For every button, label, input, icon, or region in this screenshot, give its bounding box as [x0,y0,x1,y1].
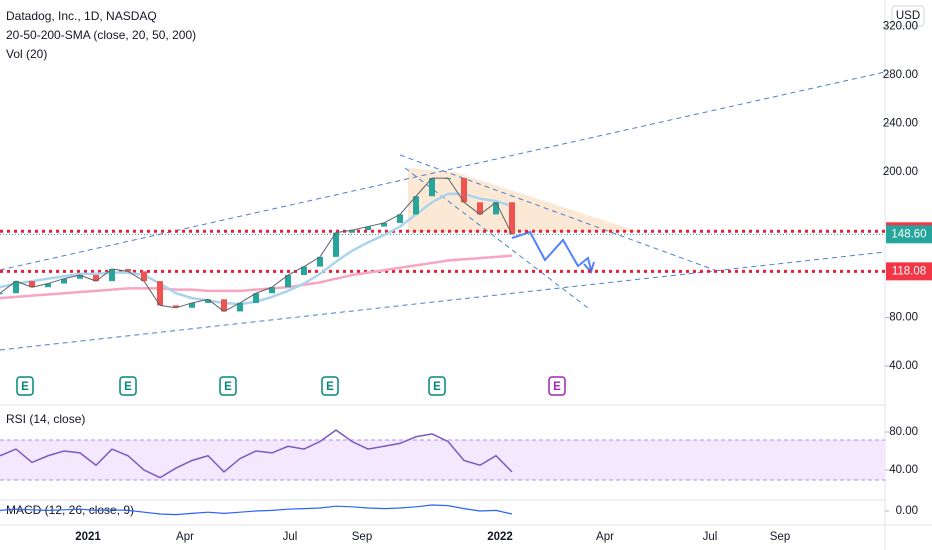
rsi-legend: RSI (14, close) [6,412,85,426]
price-tick-label: 320.00 [883,21,918,33]
earnings-label: E [326,381,334,393]
rsi-tick-label: 40.00 [889,464,918,476]
candle [493,202,499,215]
earnings-badge [16,376,34,396]
candle [429,178,435,197]
earnings-badge [219,376,237,396]
earnings-label: E [124,381,132,393]
candle [301,266,307,276]
forecast-arrow [511,230,592,271]
earnings-badge [321,376,339,396]
candle [381,222,387,227]
time-label: Sep [352,531,372,543]
earnings-label: E [553,381,561,393]
macd-tick-label: 0.00 [896,505,918,517]
vol-legend: Vol (20) [6,47,47,61]
time-label: 2022 [487,531,513,543]
candle [397,214,403,223]
earnings-label: E [433,381,441,393]
earnings-label: E [21,381,29,393]
candle [189,302,195,308]
price-line [0,177,513,313]
candle [77,275,83,279]
candle [253,293,259,303]
candle [61,278,67,284]
last-price-label: 148.60 [891,228,926,240]
candle [0,293,3,295]
candle [333,232,339,257]
price-tick-label: 280.00 [883,69,918,81]
candle [269,287,275,294]
candle [477,202,483,215]
earnings-badge [548,376,566,396]
earnings-badge [428,376,446,396]
candle [285,275,291,288]
candle [413,196,419,215]
trendline [399,154,721,273]
sma200-line [0,254,513,300]
level-badge [886,262,932,281]
earnings-label: E [224,381,232,393]
candle [13,281,19,294]
rsi-band [0,440,885,480]
time-label: Apr [596,531,614,543]
candle [29,281,35,288]
trendline [0,251,886,351]
candle [157,281,163,306]
price-tick-label: 240.00 [883,118,918,130]
time-label: 2021 [75,531,101,543]
currency[interactable]: USD [896,10,920,22]
candle [173,305,179,308]
price-tick-label: 80.00 [889,312,918,324]
time-label: Jul [703,531,718,543]
candle [45,283,51,288]
candle [365,226,371,231]
candle [349,230,355,233]
level-label: 118.08 [892,265,926,277]
symbol-title: Datadog, Inc., 1D, NASDAQ [6,9,157,23]
candle [237,302,243,312]
price-tick-label: 40.00 [889,360,918,372]
candle [141,271,147,282]
sma-legend: 20-50-200-SMA (close, 20, 50, 200) [6,28,196,42]
price-tick-label: 200.00 [883,166,918,178]
candle [509,202,515,235]
candle [461,178,467,203]
candle [93,275,99,282]
time-label: Jul [283,531,298,543]
earnings-badge [119,376,137,396]
time-label: Apr [176,531,194,543]
currency-button[interactable] [891,5,925,27]
macd-line [0,504,513,516]
rsi-tick-label: 80.00 [889,426,918,438]
candle [221,299,227,312]
rsi-line [0,429,513,479]
trendline [404,167,589,309]
candle [109,269,115,282]
candle [125,269,131,272]
last-price-badge [886,225,932,244]
candle [317,256,323,267]
candle [205,299,211,303]
time-label: Sep [770,531,790,543]
